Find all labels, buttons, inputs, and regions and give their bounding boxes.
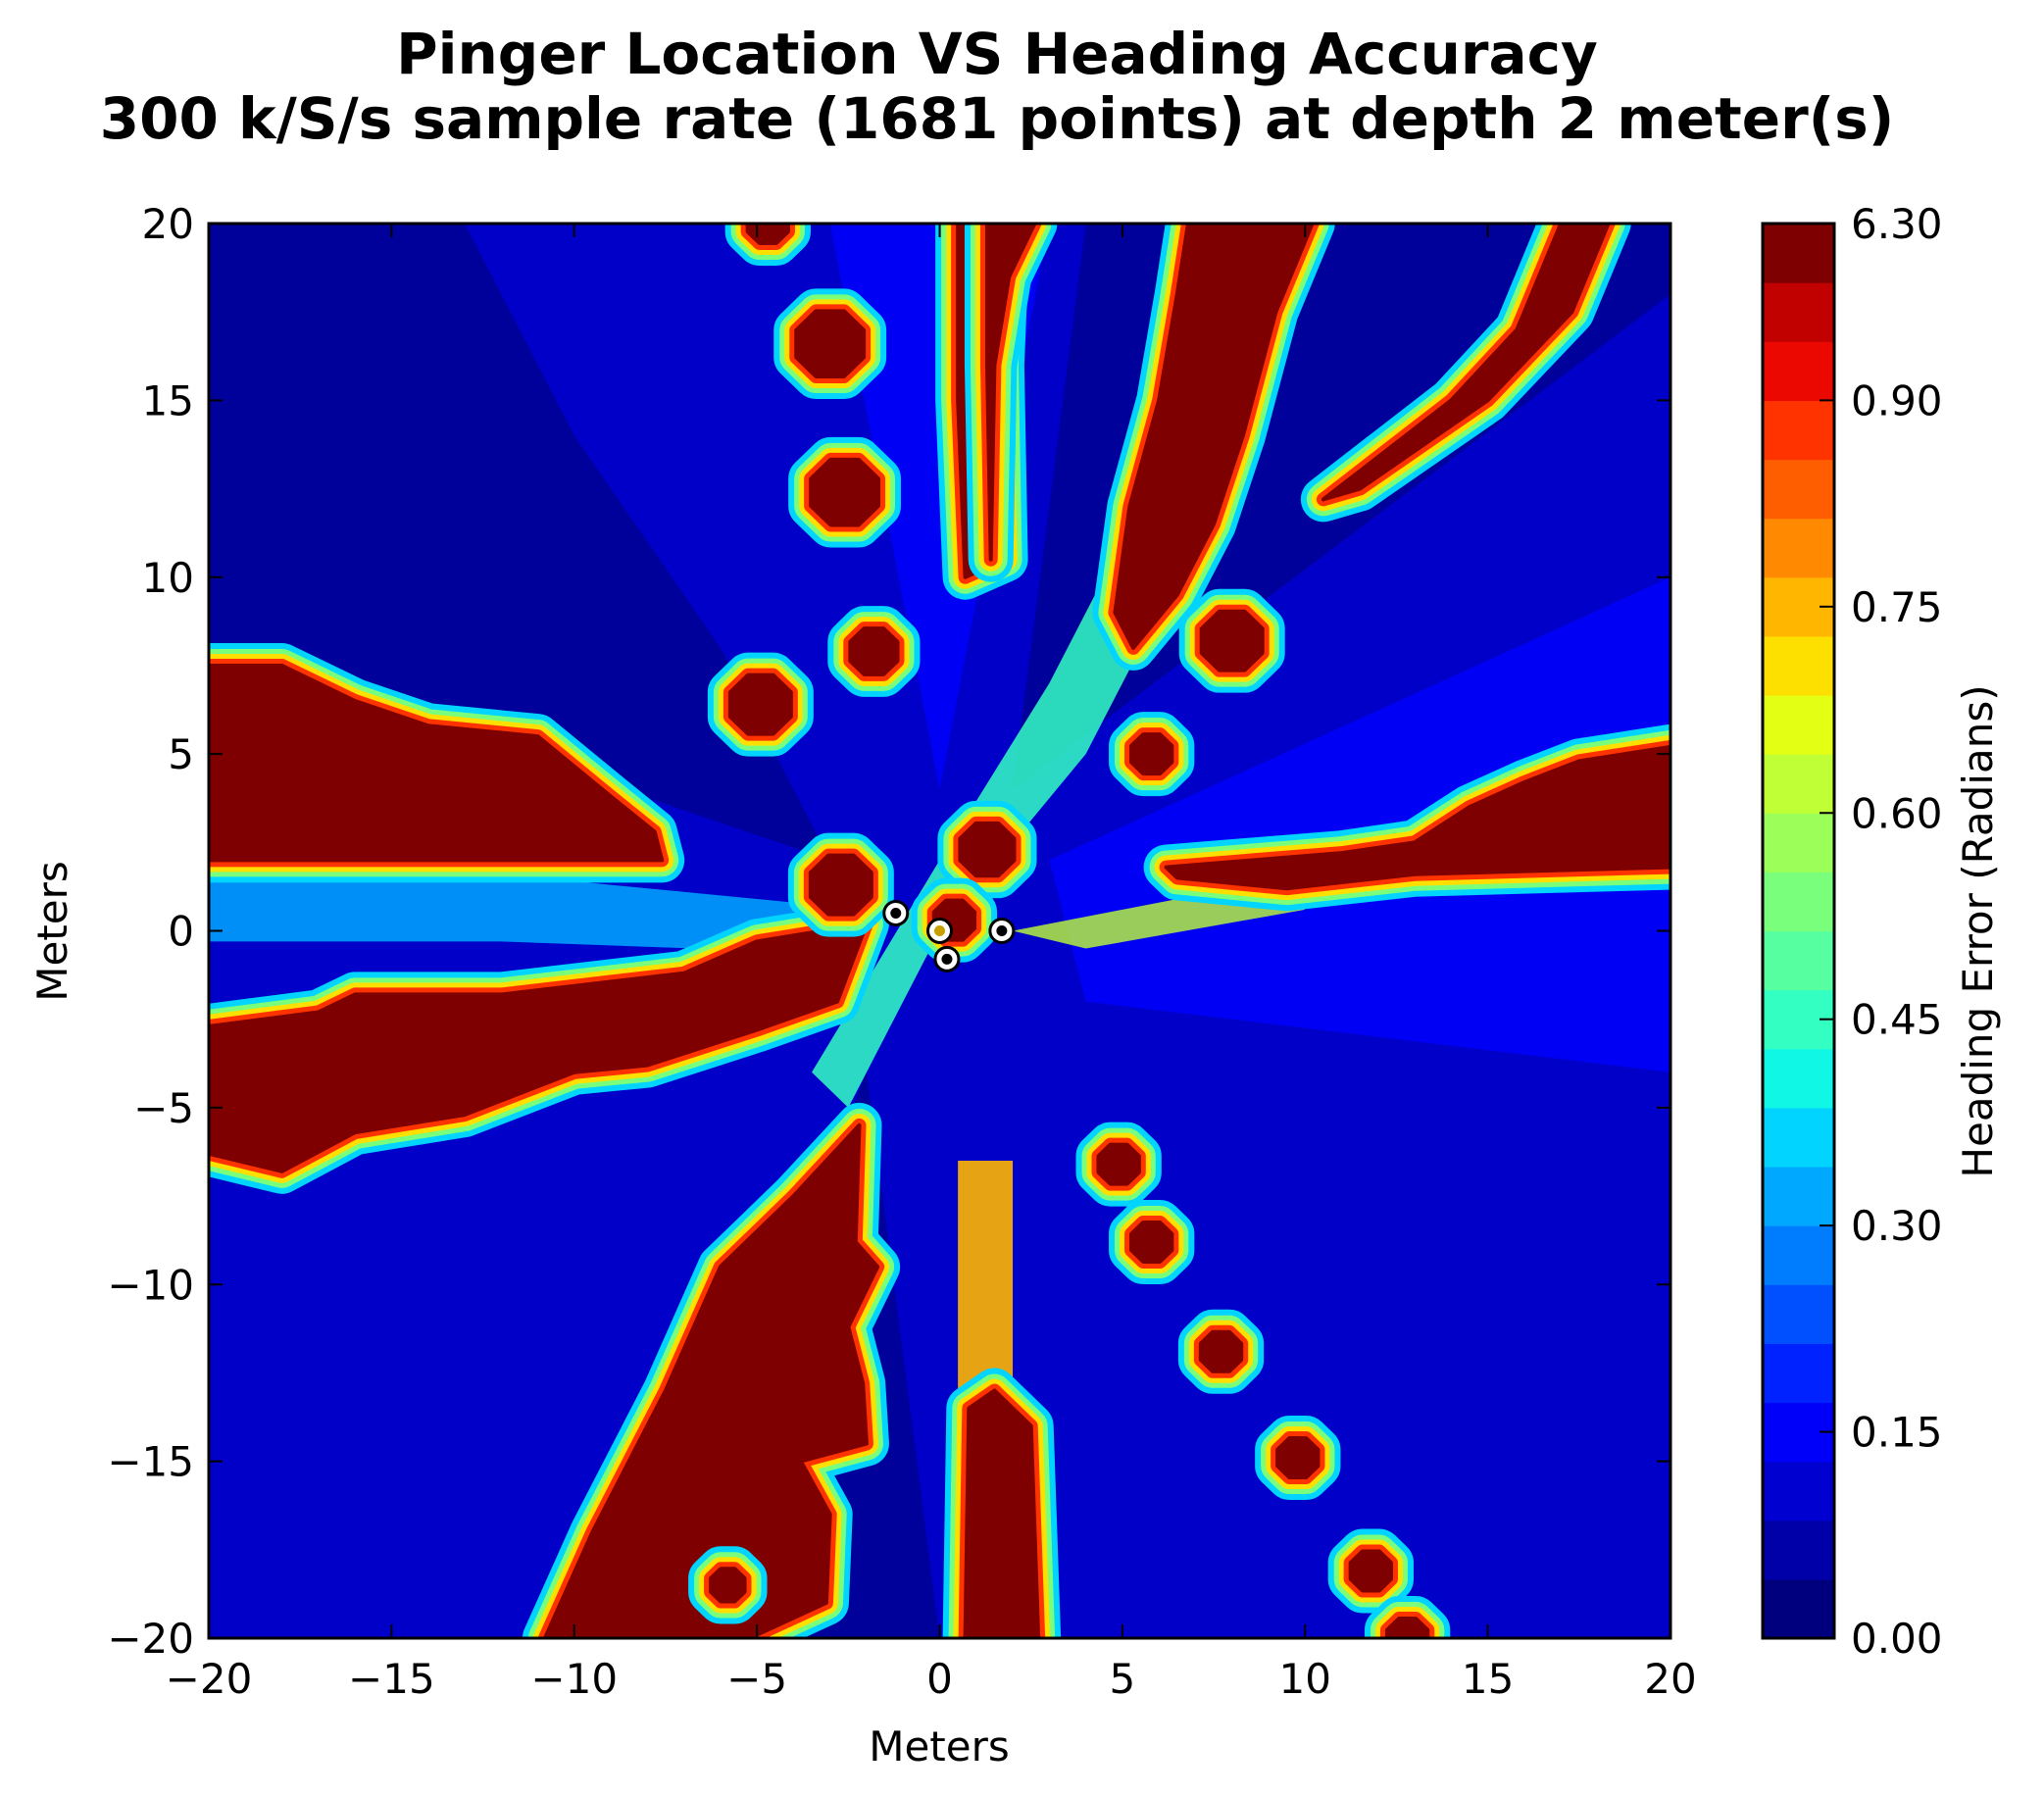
high-error-island [727, 673, 793, 736]
colorbar-tick-label: 0.45 [1851, 996, 1943, 1044]
colorbar-band [1763, 1461, 1834, 1521]
colorbar-label: Heading Error (Radians) [1954, 684, 2002, 1177]
high-error-island [794, 309, 867, 378]
colorbar-tick-label: 0.15 [1851, 1409, 1943, 1457]
high-error-island [1129, 732, 1174, 776]
glow-band-lower [958, 1160, 1014, 1426]
high-error-region [963, 1388, 1041, 1638]
colorbar-band [1763, 459, 1834, 520]
high-error-island [848, 626, 900, 676]
y-axis-label: Meters [28, 861, 76, 1002]
high-error-island [1198, 1329, 1244, 1373]
x-tick-label: −10 [530, 1655, 618, 1703]
x-tick-label: 20 [1644, 1655, 1696, 1703]
colorbar-band [1763, 518, 1834, 578]
high-error-island [1348, 1549, 1394, 1593]
background-patch [1049, 576, 1670, 1072]
hydrophone-center [890, 907, 902, 919]
chart-title: Pinger Location VS Heading Accuracy [396, 21, 1598, 87]
colorbar-tick-label: 0.00 [1851, 1615, 1943, 1663]
colorbar-band [1763, 400, 1834, 461]
x-tick-label: 15 [1462, 1655, 1514, 1703]
high-error-island [709, 1567, 747, 1604]
hydrophone-center [996, 925, 1008, 936]
high-error-island [1384, 1617, 1430, 1638]
high-error-island [1275, 1436, 1321, 1480]
hydrophone-center [934, 925, 945, 936]
y-tick-label: 0 [168, 908, 194, 956]
colorbar-band [1763, 1048, 1834, 1109]
colorbar-band [1763, 1107, 1834, 1168]
colorbar-frame [1761, 222, 1836, 1640]
colorbar-tick-label: 6.30 [1851, 200, 1943, 248]
y-tick-label: 10 [142, 554, 194, 602]
y-tick-label: −10 [107, 1261, 194, 1309]
high-error-island [809, 457, 881, 527]
colorbar-band [1763, 872, 1834, 932]
y-axis: 20 15 10 5 0 −5 −10 −15 −20 [107, 200, 1670, 1663]
colorbar: 6.30 0.90 0.75 0.60 0.45 0.30 0.15 0.00 [1761, 200, 1943, 1663]
y-tick-label: 15 [142, 376, 194, 424]
y-tick-label: 20 [142, 200, 194, 248]
colorbar-band [1763, 1284, 1834, 1344]
high-error-region [1113, 224, 1315, 650]
x-axis: −20 −15 −10 −5 0 5 10 15 20 [166, 224, 1697, 1703]
colorbar-band [1763, 695, 1834, 755]
high-error-region [209, 922, 869, 1173]
x-axis-label: Meters [869, 1722, 1010, 1770]
x-tick-label: 10 [1279, 1655, 1331, 1703]
colorbar-band [1763, 754, 1834, 814]
y-tick-label: 5 [168, 730, 194, 778]
y-tick-label: −5 [133, 1084, 194, 1132]
colorbar-tick-label: 0.60 [1851, 789, 1943, 837]
x-tick-label: −20 [166, 1655, 253, 1703]
high-error-island [1096, 1142, 1141, 1186]
chart-subtitle: 300 k/S/s sample rate (1681 points) at d… [100, 85, 1894, 152]
colorbar-band [1763, 813, 1834, 873]
colorbar-band [1763, 1167, 1834, 1226]
colorbar-tick-label: 0.90 [1851, 376, 1943, 424]
colorbar-band [1763, 635, 1834, 696]
colorbar-tick-label: 0.75 [1851, 583, 1943, 631]
colorbar-band [1763, 930, 1834, 991]
high-error-region [542, 1122, 880, 1638]
y-tick-label: −20 [107, 1615, 194, 1663]
x-tick-label: 5 [1110, 1655, 1136, 1703]
high-error-island [958, 821, 1017, 878]
high-error-island [1129, 1220, 1174, 1264]
colorbar-band [1763, 341, 1834, 401]
colorbar-band [1763, 1578, 1834, 1639]
high-error-region [209, 663, 665, 863]
colorbar-band [1763, 282, 1834, 342]
high-error-region [1164, 744, 1670, 891]
x-tick-label: 0 [926, 1655, 953, 1703]
high-error-island [808, 853, 873, 917]
colorbar-band [1763, 224, 1834, 283]
high-error-region [1321, 224, 1611, 502]
x-tick-label: −5 [726, 1655, 787, 1703]
y-tick-label: −15 [107, 1438, 194, 1486]
high-error-island [1199, 609, 1265, 673]
colorbar-band [1763, 1520, 1834, 1580]
x-tick-label: −15 [348, 1655, 435, 1703]
high-error-region [984, 224, 1037, 562]
hydrophone-center [941, 953, 953, 965]
colorbar-band [1763, 1225, 1834, 1285]
colorbar-band [1763, 1343, 1834, 1404]
plot-area [207, 222, 1672, 1640]
colorbar-tick-label: 0.30 [1851, 1202, 1943, 1250]
